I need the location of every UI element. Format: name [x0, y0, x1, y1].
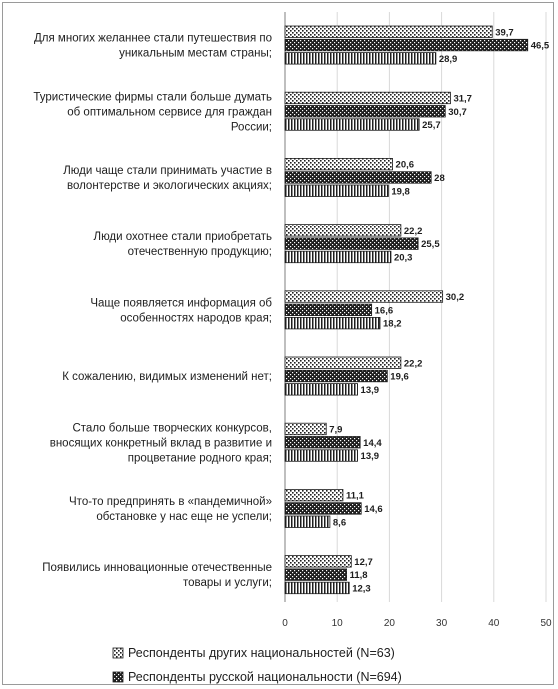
data-label: 11,8 — [350, 570, 368, 581]
category-labels: Для многих желаннее стали путешествия по… — [33, 33, 272, 590]
bar — [284, 422, 327, 436]
category-label: Туристические фирмы стали больше думать о… — [33, 91, 272, 133]
bar — [284, 436, 361, 449]
x-tick-label: 0 — [282, 618, 288, 629]
bar — [284, 118, 420, 131]
legend-swatch — [112, 671, 124, 683]
category-label-line: особенностях народов края; — [120, 312, 272, 324]
bar — [284, 91, 451, 105]
data-label: 19,8 — [391, 186, 410, 197]
legend-swatch — [112, 647, 124, 659]
category-label-line: Появились инновационные отечественные — [42, 562, 272, 574]
data-label: 20,3 — [394, 252, 413, 263]
category-label-line: Люди чаще стали принимать участие в — [63, 165, 272, 177]
category-label: Люди охотнее стали приобретать отечествен… — [94, 231, 272, 258]
data-label: 46,5 — [531, 41, 550, 52]
category-label-line: Чаще появляется информация об — [90, 297, 272, 309]
data-label: 31,7 — [453, 93, 472, 104]
data-label: 13,9 — [361, 451, 380, 462]
category-label: Появились инновационные отечественные тов… — [42, 562, 272, 589]
data-label: 39,7 — [495, 27, 514, 38]
data-label: 25,5 — [421, 239, 440, 250]
category-label-line: Для многих желаннее стали путешествия по — [34, 33, 272, 45]
category-label-line: Туристические фирмы стали больше думать — [33, 91, 272, 103]
data-label: 16,6 — [375, 305, 394, 316]
data-label: 22,2 — [404, 358, 423, 369]
category-label-line: процветание родного края; — [128, 452, 272, 464]
category-label-line: Люди охотнее стали приобретать — [94, 231, 272, 243]
data-label: 22,2 — [404, 226, 423, 237]
data-label: 7,9 — [329, 424, 342, 435]
category-label-line: К сожалению, видимых изменений нет; — [62, 371, 272, 383]
category-label-line: товары и услуги; — [183, 577, 272, 589]
data-label: 18,2 — [383, 319, 402, 330]
bar — [284, 449, 358, 462]
category-label: Для многих желаннее стали путешествия по… — [34, 33, 272, 60]
data-label: 14,4 — [363, 438, 382, 449]
bar — [284, 303, 373, 317]
x-axis-ticks: 0 10 20 30 40 50 — [282, 618, 552, 629]
bar — [284, 502, 362, 515]
data-label: 28 — [434, 173, 445, 184]
bar — [284, 515, 331, 528]
category-label-line: обстановке у нас еще не успели; — [96, 511, 272, 523]
bar — [284, 290, 444, 303]
category-label: Люди чаще стали принимать участие в волон… — [63, 165, 272, 192]
category-label-line: вносящих конкретный вклад в развитие и — [50, 437, 272, 449]
category-label-line: уникальным местам страны; — [119, 48, 272, 60]
bar — [284, 157, 393, 171]
category-label: Стало больше творческих конкурсов, вносящ… — [50, 422, 272, 464]
bars: 39,7 46,5 28,9 31,7 30,7 25,7 20,6 28 19,8 22,2 25… — [284, 25, 550, 595]
x-tick-label: 50 — [540, 618, 552, 629]
data-label: 25,7 — [422, 120, 441, 131]
data-label: 11,1 — [346, 491, 365, 502]
data-label: 19,6 — [390, 372, 409, 383]
category-label: К сожалению, видимых изменений нет; — [62, 371, 272, 383]
category-label-line: отечественную продукцию; — [128, 246, 272, 258]
legend: Респонденты других национальностей (N=63… — [112, 646, 402, 684]
bar — [284, 356, 402, 369]
bar — [284, 224, 402, 237]
bar — [284, 250, 392, 264]
category-label: Что-то предпринять в «пандемичной» обстан… — [69, 496, 272, 523]
data-label: 8,6 — [333, 517, 346, 528]
category-label-line: об оптимальном сервисе для граждан — [67, 106, 272, 118]
legend-label: Респонденты русской национальности (N=69… — [128, 670, 402, 684]
data-label: 30,7 — [448, 107, 467, 118]
category-label-line: Стало больше творческих конкурсов, — [72, 422, 272, 434]
x-tick-label: 20 — [384, 618, 396, 629]
bar — [284, 369, 388, 383]
x-tick-label: 10 — [332, 618, 344, 629]
data-label: 13,9 — [361, 385, 380, 396]
category-label-line: волонтерстве и экологических акциях; — [67, 180, 272, 192]
category-label: Чаще появляется информация об особенностя… — [90, 297, 272, 324]
bar — [284, 237, 419, 250]
bar — [284, 488, 344, 502]
bar — [284, 555, 352, 568]
x-tick-label: 30 — [436, 618, 448, 629]
data-label: 14,6 — [364, 504, 383, 515]
data-label: 28,9 — [439, 54, 458, 65]
category-label-line: России; — [231, 121, 272, 133]
bar — [284, 171, 432, 184]
bar — [284, 184, 389, 197]
legend-label: Респонденты других национальностей (N=63… — [128, 646, 395, 660]
bar — [284, 105, 446, 118]
bar — [284, 568, 347, 581]
bar — [284, 52, 437, 65]
bar — [284, 383, 358, 396]
bar — [284, 316, 381, 330]
data-label: 12,3 — [352, 583, 371, 594]
bar — [284, 581, 350, 595]
bar — [284, 25, 493, 38]
bar — [284, 38, 529, 52]
category-label-line: Что-то предпринять в «пандемичной» — [69, 496, 272, 508]
data-label: 30,2 — [446, 292, 465, 303]
data-label: 20,6 — [396, 160, 415, 171]
data-label: 12,7 — [354, 557, 373, 568]
x-tick-label: 40 — [488, 618, 500, 629]
